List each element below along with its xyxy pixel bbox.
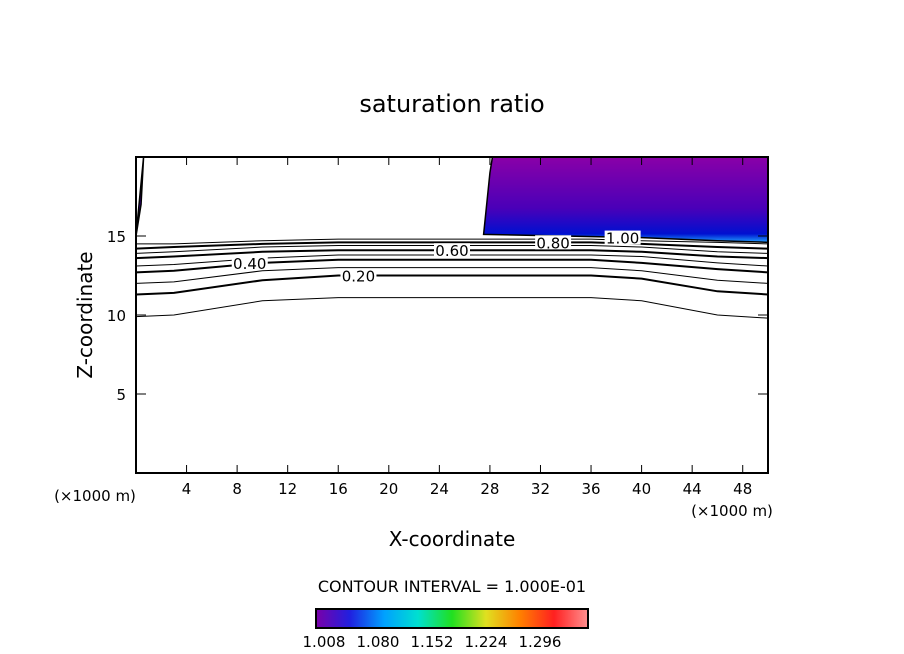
contour-interval-label: CONTOUR INTERVAL = 1.000E-01 xyxy=(318,577,586,596)
x-tick-label: 12 xyxy=(278,480,297,498)
contour-label: 0.60 xyxy=(435,242,468,260)
contour-labels: 0.20 0.40 0.60 0.80 1.00 xyxy=(231,230,641,286)
x-axis-label: X-coordinate xyxy=(389,527,516,551)
contour-label-bg xyxy=(434,243,470,258)
y-tick-label: 15 xyxy=(107,228,126,246)
contour-line-0.8 xyxy=(135,241,769,250)
x-tick-label: 48 xyxy=(733,480,752,498)
contour-line-0.1 xyxy=(135,297,769,319)
x-tick-label: 24 xyxy=(430,480,449,498)
contour-label: 0.20 xyxy=(342,268,375,286)
supersaturated-regions xyxy=(135,156,769,244)
contour-label: 0.40 xyxy=(233,255,266,273)
y-axis-label: Z-coordinate xyxy=(73,251,97,378)
colorbar-tick-label: 1.224 xyxy=(465,633,508,651)
contour-line-0.3 xyxy=(135,267,769,284)
colorbar-tick-label: 1.080 xyxy=(357,633,400,651)
chart-title: saturation ratio xyxy=(359,90,544,118)
colorbar-tick-label: 1.008 xyxy=(303,633,346,651)
x-unit-left: (×1000 m) xyxy=(54,487,136,505)
x-tick-label: 36 xyxy=(581,480,600,498)
x-tick-label: 40 xyxy=(632,480,651,498)
colorbar-tick-label: 1.296 xyxy=(519,633,562,651)
contour-label: 1.00 xyxy=(606,230,639,248)
contour-label-bg xyxy=(535,235,572,250)
colorbar-tick-labels: 1.008 1.080 1.152 1.224 1.296 xyxy=(303,633,562,651)
x-tick-label: 8 xyxy=(232,480,242,498)
contour-label-bg xyxy=(340,268,377,283)
y-tick-label: 5 xyxy=(116,386,126,404)
contour-line-0.4 xyxy=(135,258,769,274)
y-tick-label: 10 xyxy=(107,307,126,325)
contour-label-bg xyxy=(604,230,641,245)
x-tick-label: 28 xyxy=(480,480,499,498)
contour-label: 0.80 xyxy=(536,234,569,252)
contour-line-0.9 xyxy=(136,238,769,245)
contour-label-bg xyxy=(231,255,268,270)
colorbar xyxy=(315,608,589,629)
x-tick-label: 4 xyxy=(182,480,192,498)
x-tick-label: 32 xyxy=(531,480,550,498)
x-unit-right: (×1000 m) xyxy=(691,502,773,520)
contour-lines xyxy=(135,238,769,319)
contour-line-0.2 xyxy=(135,274,769,296)
x-tick-label: 20 xyxy=(379,480,398,498)
supersaturated-region-1 xyxy=(135,156,145,237)
x-tick-label: 44 xyxy=(683,480,702,498)
colorbar-tick-label: 1.152 xyxy=(411,633,454,651)
x-tick-label: 16 xyxy=(329,480,348,498)
